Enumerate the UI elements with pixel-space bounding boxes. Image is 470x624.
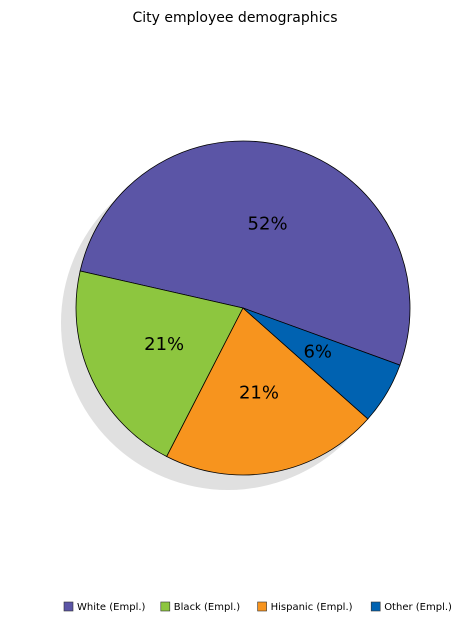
pie-slice (79, 140, 411, 366)
legend-swatch (257, 601, 267, 612)
pie-slice (75, 270, 244, 458)
legend-label: Hispanic (Empl.) (271, 602, 353, 613)
legend-label: Other (Empl.) (384, 602, 452, 613)
legend-swatch (160, 601, 171, 612)
slice-label: 6% (303, 342, 332, 363)
legend-swatch (63, 601, 74, 612)
chart-title: City employee demographics (132, 10, 337, 26)
legend-label: White (Empl.) (77, 602, 146, 613)
pie-slice (166, 307, 369, 476)
legend-label: Black (Empl.) (174, 602, 241, 613)
slice-label: 52% (248, 214, 288, 235)
slice-label: 21% (144, 334, 184, 355)
legend-swatch (370, 601, 381, 612)
pie-slice (242, 307, 401, 420)
slice-label: 21% (239, 383, 279, 404)
